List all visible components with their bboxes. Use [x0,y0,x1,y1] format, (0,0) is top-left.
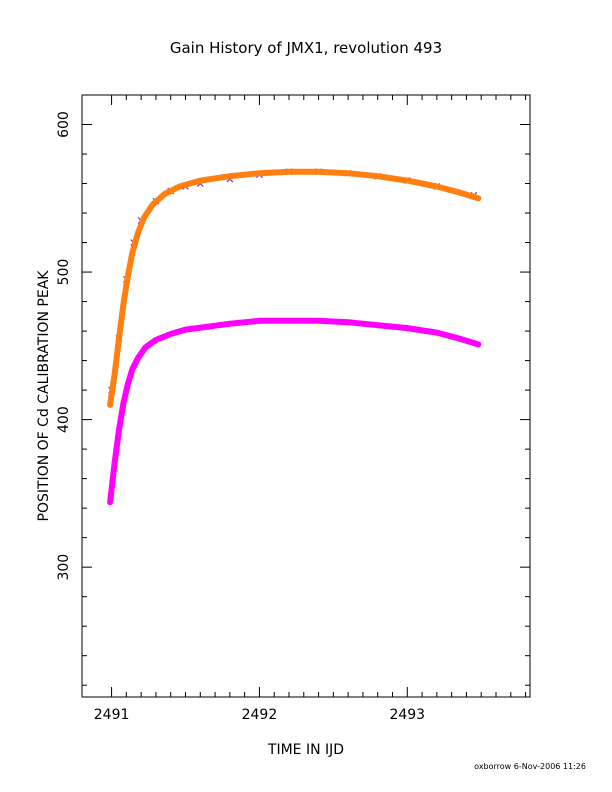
footer-credit: oxborrow 6-Nov-2006 11:26 [474,762,586,771]
y-tick-label: 600 [56,111,72,138]
y-axis-label: POSITION OF Cd CALIBRATION PEAK [36,270,52,522]
x-axis-label: TIME IN IJD [267,742,344,758]
x-tick-label: 2492 [242,707,278,723]
series-3 [107,317,482,506]
y-axis-ticks: 300 400 500 600 [56,94,530,686]
x-tick-label: 2493 [389,707,425,723]
chart-title: Gain History of JMX1, revolution 493 [170,39,442,57]
y-tick-label: 300 [56,554,72,581]
plot-frame [81,94,531,698]
y-tick-label: 500 [56,259,72,286]
fit-curve [107,317,482,506]
x-axis-ticks: 2491 2492 2493 [94,95,527,723]
x-tick-label: 2491 [94,707,130,723]
y-tick-label: 400 [56,406,72,433]
fit-curve [107,168,482,408]
series-layer [107,168,482,506]
series-2 [107,168,482,408]
